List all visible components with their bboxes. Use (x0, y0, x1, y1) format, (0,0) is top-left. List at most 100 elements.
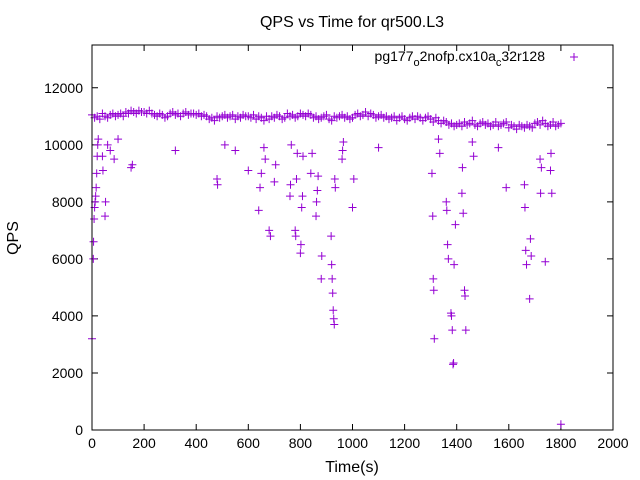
data-point (317, 252, 326, 261)
x-tick-label: 1600 (493, 435, 524, 451)
data-point (434, 135, 443, 144)
data-point (331, 183, 340, 192)
legend-subscript: o (413, 57, 419, 69)
data-point (271, 160, 280, 169)
data-point (556, 119, 565, 128)
data-point (494, 143, 503, 152)
data-point (374, 143, 383, 152)
data-point (292, 175, 301, 184)
data-point (90, 214, 99, 223)
data-point (101, 212, 110, 221)
data-point (444, 254, 453, 263)
data-point (280, 113, 289, 122)
data-point (228, 110, 237, 119)
data-point (94, 135, 103, 144)
data-point (296, 249, 305, 258)
data-point (541, 257, 550, 266)
legend: pg177o2nofp.cx10ac32r128 (375, 48, 578, 69)
x-tick-label: 800 (289, 435, 313, 451)
legend-part: 32r128 (501, 48, 545, 64)
y-tick-label: 2000 (52, 365, 83, 381)
data-point (270, 177, 279, 186)
y-tick-label: 10000 (44, 137, 83, 153)
data-point (348, 203, 357, 212)
data-point (526, 234, 535, 243)
data-point (98, 152, 107, 161)
data-point (256, 183, 265, 192)
data-point (430, 334, 439, 343)
plot-border (91, 44, 614, 431)
data-point (210, 116, 219, 125)
data-point (89, 237, 98, 246)
data-point (220, 140, 229, 149)
data-point (312, 197, 321, 206)
data-point (328, 289, 337, 298)
data-point (249, 110, 258, 119)
x-tick-label: 0 (88, 435, 96, 451)
data-point (429, 286, 438, 295)
data-point (257, 169, 266, 178)
data-point (297, 203, 306, 212)
data-point (327, 232, 336, 241)
data-point (536, 120, 545, 129)
data-point (285, 192, 294, 201)
y-tick-label: 6000 (52, 251, 83, 267)
data-point (213, 175, 222, 184)
x-axis-label: Time(s) (325, 459, 379, 476)
legend-marker-plus (570, 53, 578, 61)
data-point (522, 260, 531, 269)
data-point (89, 254, 98, 263)
data-point (449, 358, 458, 367)
data-point (491, 118, 500, 126)
data-point (536, 189, 545, 198)
data-point (429, 274, 438, 283)
data-point (329, 306, 338, 315)
data-point (451, 220, 460, 229)
data-points (88, 106, 565, 429)
x-tick-label: 1800 (545, 435, 576, 451)
data-point (119, 112, 128, 121)
data-point (546, 166, 555, 175)
x-tick-label: 200 (132, 435, 156, 451)
data-point (330, 320, 339, 329)
x-tick-label: 1200 (389, 435, 420, 451)
data-point (525, 294, 534, 303)
data-point (339, 137, 348, 146)
data-point (330, 175, 339, 184)
data-point (450, 260, 459, 269)
data-point (547, 189, 556, 198)
data-point (314, 172, 323, 181)
data-point (449, 360, 458, 369)
data-point (442, 197, 451, 206)
data-point (261, 155, 270, 164)
data-point (521, 246, 530, 255)
y-axis-label: QPS (5, 221, 22, 255)
data-point (299, 152, 308, 161)
data-point (308, 149, 317, 158)
x-tick-label: 400 (185, 435, 209, 451)
x-tick-label: 2000 (597, 435, 628, 451)
data-point (520, 203, 529, 212)
data-point (328, 274, 337, 283)
data-point (502, 183, 511, 192)
data-point (254, 206, 263, 215)
data-point (327, 260, 336, 269)
data-point (110, 155, 119, 164)
axis-ticks: 0 200 400 600 800 1000 1200 1400 1600 1800 2000 0 20… (44, 45, 629, 451)
data-point (520, 180, 529, 189)
data-point (429, 118, 438, 126)
data-point (468, 137, 477, 146)
data-point (213, 180, 222, 189)
y-tick-label: 8000 (52, 194, 83, 210)
data-point (101, 197, 110, 206)
data-point (361, 108, 370, 117)
data-point (93, 140, 102, 149)
data-point (171, 146, 180, 155)
data-point (502, 118, 511, 126)
data-point (296, 240, 305, 249)
data-point (390, 112, 399, 121)
data-point (291, 226, 300, 235)
data-point (349, 175, 358, 184)
data-point (443, 240, 452, 249)
